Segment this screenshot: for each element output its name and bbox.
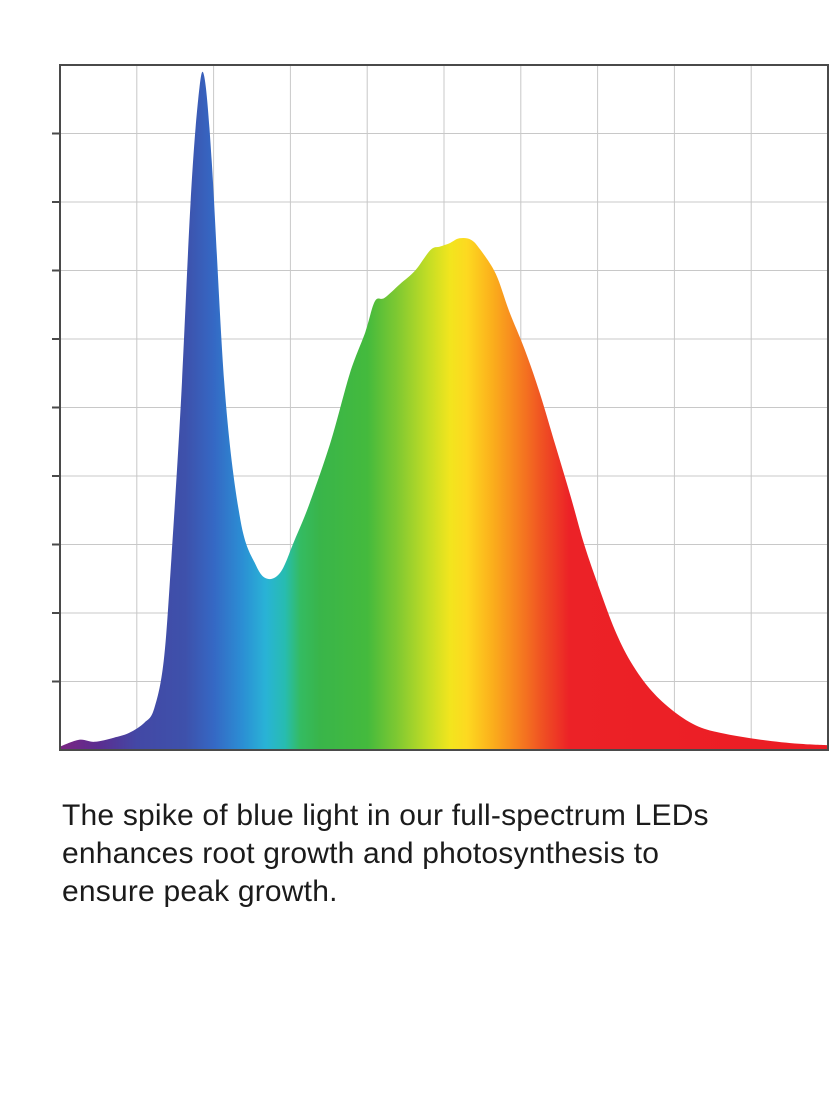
spectrum-area [60,71,828,750]
y-axis-ticks [52,132,60,683]
chart-border [59,64,829,751]
caption-line-1: The spike of blue light in our full-spec… [62,799,709,832]
spectrum-chart [52,64,829,751]
caption-line-2: enhances root growth and photosynthesis … [62,837,660,870]
caption-line-3: ensure peak growth. [62,875,338,908]
caption-text: The spike of blue light in our full-spec… [62,797,782,911]
spectrum-chart-svg [52,64,829,751]
